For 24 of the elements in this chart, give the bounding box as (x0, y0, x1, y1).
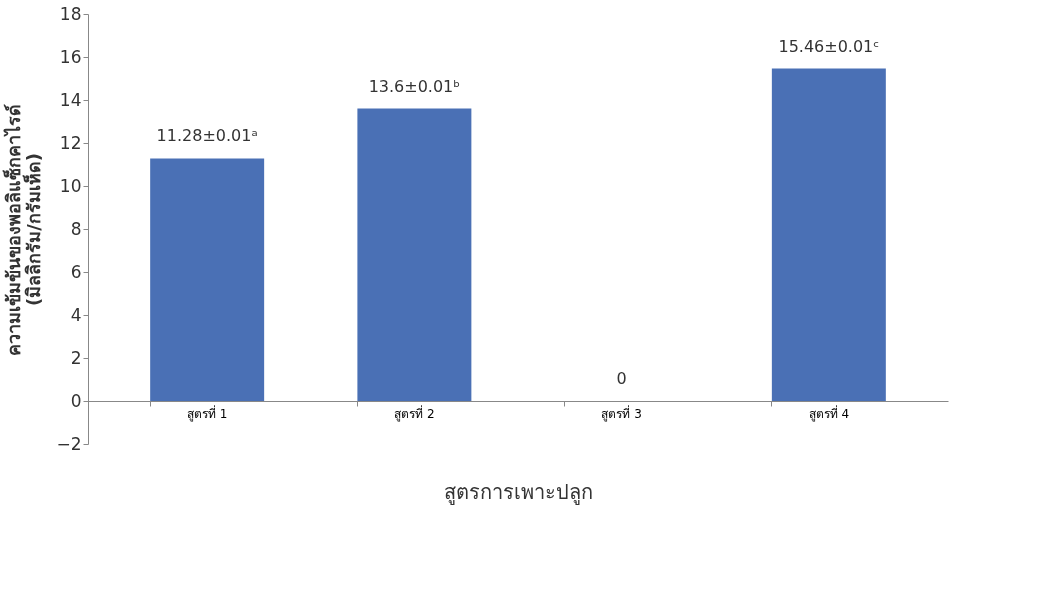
bar (771, 68, 886, 401)
bar (150, 158, 265, 401)
y-tick-label: 2 (70, 347, 82, 368)
bar (357, 108, 472, 401)
y-tick-label: 4 (70, 304, 82, 325)
x-tick-label: สูตรที่ 3 (601, 404, 642, 422)
x-tick-label: สูตรที่ 4 (808, 404, 850, 422)
y-tick-label: 8 (70, 218, 82, 239)
y-tick-label: 16 (59, 46, 82, 67)
y-axis-title: ความเข้มข้นของพอลิแซ็กคาไรด์ (มิลลิกรัม/กรัมเห็ด) (2, 103, 45, 356)
y-tick-label: −2 (56, 433, 82, 454)
data-label: 0 (616, 369, 627, 388)
data-label: 11.28±0.01ᵃ (156, 126, 258, 146)
x-tick-label: สูตรที่ 1 (186, 404, 228, 422)
y-tick-label: 18 (59, 3, 82, 24)
x-tick-label: สูตรที่ 2 (394, 404, 435, 422)
y-tick-label: 10 (59, 175, 82, 196)
data-label: 13.6±0.01ᵇ (368, 76, 461, 96)
y-tick-label: 14 (59, 89, 82, 110)
y-tick-label: 0 (70, 390, 82, 411)
data-label: 15.46±0.01ᶜ (778, 36, 880, 56)
x-axis-title: สูตรการเพาะปลูก (444, 479, 593, 505)
y-tick-label: 12 (59, 132, 82, 153)
y-tick-label: 6 (70, 261, 82, 282)
